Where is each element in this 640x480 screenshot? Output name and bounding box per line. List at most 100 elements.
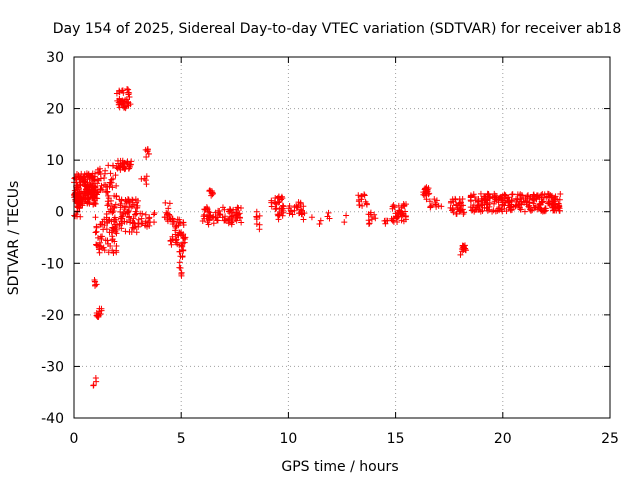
data-point	[275, 199, 282, 206]
data-point	[91, 278, 98, 285]
data-point	[118, 215, 125, 222]
data-point	[76, 176, 83, 183]
data-point	[515, 202, 522, 209]
data-point	[355, 192, 362, 199]
data-point	[142, 220, 149, 227]
data-point	[341, 219, 348, 226]
data-point	[169, 215, 176, 222]
data-point	[95, 177, 102, 184]
data-point	[557, 191, 564, 198]
data-point	[402, 208, 409, 215]
data-point	[276, 211, 283, 218]
data-point	[179, 240, 186, 247]
data-point	[142, 211, 149, 218]
data-point	[356, 202, 363, 209]
data-point	[72, 196, 79, 203]
data-point	[204, 219, 211, 226]
data-point	[438, 203, 445, 210]
data-point	[103, 183, 110, 190]
data-point	[361, 191, 368, 198]
data-point	[179, 253, 186, 260]
axis-ticks: 0 5 10 15 20 25 -40 -30 -20 -10 0 10 20 30	[41, 50, 619, 447]
data-point	[308, 214, 315, 221]
data-point	[206, 209, 213, 216]
data-point	[102, 167, 109, 174]
data-point	[450, 209, 457, 216]
data-point	[110, 249, 117, 256]
data-point	[179, 243, 186, 250]
data-point	[168, 241, 175, 248]
data-point	[492, 194, 499, 201]
plot-frame	[73, 56, 611, 419]
data-point	[110, 208, 117, 215]
data-point	[494, 207, 501, 214]
data-point	[109, 237, 116, 244]
data-point	[93, 242, 100, 249]
data-point	[395, 202, 402, 209]
data-point	[104, 220, 111, 227]
data-point	[180, 235, 187, 242]
data-point	[165, 205, 172, 212]
data-point	[176, 264, 183, 271]
data-point	[476, 202, 483, 209]
data-point	[549, 201, 556, 208]
data-point	[176, 259, 183, 266]
y-tick-label: -20	[41, 308, 64, 324]
data-point	[540, 194, 547, 201]
data-point	[109, 236, 116, 243]
data-point	[72, 174, 79, 181]
data-point	[502, 192, 509, 199]
data-point	[475, 195, 482, 202]
data-point	[91, 199, 98, 206]
data-point	[144, 148, 151, 155]
data-point	[121, 159, 128, 166]
data-point	[226, 206, 233, 213]
data-point	[456, 206, 463, 213]
data-point	[477, 190, 484, 197]
data-point	[135, 220, 142, 227]
data-point	[551, 196, 558, 203]
data-point	[111, 203, 118, 210]
data-point	[423, 189, 430, 196]
data-point	[118, 225, 125, 232]
data-point	[113, 193, 120, 200]
data-point	[205, 208, 212, 215]
x-tick-label: 15	[387, 431, 405, 447]
data-point	[93, 191, 100, 198]
data-point	[256, 226, 263, 233]
data-point	[88, 180, 95, 187]
data-point	[519, 192, 526, 199]
data-point	[452, 196, 459, 203]
x-tick-label: 5	[177, 431, 186, 447]
data-point	[324, 213, 331, 220]
data-point	[467, 192, 474, 199]
data-point	[392, 210, 399, 217]
data-point	[214, 217, 221, 224]
data-point	[234, 214, 241, 221]
data-point	[209, 191, 216, 198]
data-point	[295, 210, 302, 217]
data-point	[93, 224, 100, 231]
data-point	[122, 103, 129, 110]
data-point	[103, 210, 110, 217]
data-point	[92, 184, 99, 191]
data-point	[297, 199, 304, 206]
data-point	[138, 215, 145, 222]
data-point	[125, 208, 132, 215]
data-point	[96, 239, 103, 246]
data-point	[163, 209, 170, 216]
data-point	[74, 208, 81, 215]
data-point	[98, 307, 105, 314]
data-point	[169, 220, 176, 227]
data-point	[531, 197, 538, 204]
data-point	[86, 176, 93, 183]
data-point	[233, 217, 240, 224]
data-point	[138, 175, 145, 182]
data-point	[113, 221, 120, 228]
data-point	[180, 247, 187, 254]
data-point	[291, 204, 298, 211]
data-point	[94, 176, 101, 183]
data-point	[75, 172, 82, 179]
data-point	[506, 199, 513, 206]
data-point	[73, 197, 80, 204]
